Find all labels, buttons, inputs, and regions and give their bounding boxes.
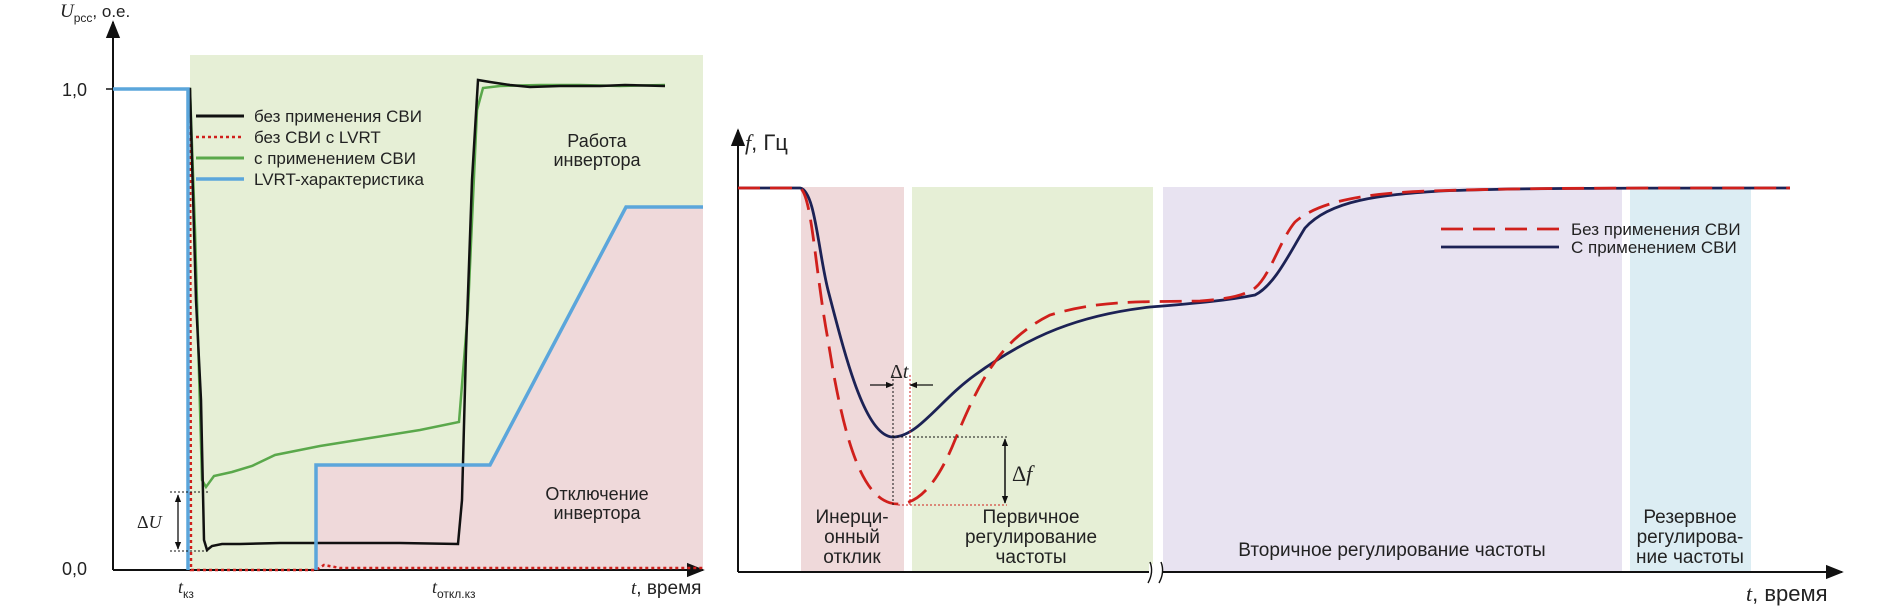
zone-label: регулирова- <box>1637 527 1744 548</box>
legend-item: С применением СВИ <box>1441 238 1737 257</box>
x-axis-label: t, время <box>1746 581 1828 606</box>
zone-label: регулирование <box>965 527 1097 548</box>
delta-u-label: ΔU <box>137 512 163 532</box>
axis-break <box>1149 564 1163 580</box>
zone-label: Вторичное регулирование частоты <box>1238 540 1545 561</box>
zone-secondary-regulation <box>1163 187 1622 572</box>
zone-label: Работа <box>567 131 627 151</box>
x-tick-label: tкз <box>178 577 194 601</box>
zone-label: инвертора <box>553 150 641 170</box>
delta-t-label: Δt <box>890 361 909 383</box>
x-axis-label: t, время <box>631 578 701 599</box>
zone-label: Первичное <box>982 507 1079 528</box>
zone-label: Инерци- <box>815 507 888 528</box>
zone-label: отклик <box>823 547 881 568</box>
y-axis-label: Uрсс, о.е. <box>60 1 130 25</box>
y-axis-label: f, Гц <box>745 130 788 155</box>
frequency-chart: f, Гц t, время Инерци- онный отклик Перв… <box>730 128 1844 606</box>
delta-f-label: Δf <box>1012 461 1035 486</box>
delta-f-annotation: Δf <box>893 436 1035 506</box>
legend-label: Без применения СВИ <box>1571 220 1741 239</box>
legend-label: с применением СВИ <box>254 149 416 168</box>
x-tick-label: tоткл.кз <box>432 577 476 601</box>
zone-label: ние частоты <box>1636 547 1744 568</box>
legend-item: LVRT-характеристика <box>196 170 425 189</box>
voltage-chart: Uрсс, о.е. 1,0 0,0 tкз tоткл.кз t, время… <box>60 1 705 601</box>
delta-t-annotation: Δt <box>870 361 933 505</box>
zone-label: Отключение <box>545 484 648 504</box>
delta-u-annotation: ΔU <box>137 491 210 552</box>
zone-label: Резервное <box>1643 507 1736 528</box>
legend-item: с применением СВИ <box>196 149 416 168</box>
legend-item: Без применения СВИ <box>1441 220 1741 239</box>
y-tick-label: 0,0 <box>62 559 87 579</box>
legend-label: С применением СВИ <box>1571 238 1737 257</box>
series-no-svi <box>113 78 666 553</box>
y-tick-label: 1,0 <box>62 80 87 100</box>
zone-primary-regulation <box>912 187 1153 572</box>
legend-item: без применения СВИ <box>196 107 422 126</box>
axis-break <box>1147 561 1164 584</box>
zone-inverter-disconnect <box>316 207 703 570</box>
legend-item: без СВИ с LVRT <box>196 128 381 147</box>
series-no-svi <box>738 186 1791 506</box>
zone-label: частоты <box>996 547 1067 568</box>
series-lvrt-no-svi <box>113 87 703 572</box>
legend-label: без применения СВИ <box>254 107 422 126</box>
legend: без применения СВИ без СВИ с LVRT с прим… <box>196 107 425 189</box>
zone-reserve-regulation <box>1630 187 1751 572</box>
legend-label: LVRT-характеристика <box>254 170 425 189</box>
zone-label: инвертора <box>553 503 641 523</box>
legend-label: без СВИ с LVRT <box>254 128 381 147</box>
series-lvrt-characteristic <box>113 87 703 570</box>
zone-label: онный <box>824 527 880 548</box>
legend: Без применения СВИ С применением СВИ <box>1441 220 1741 257</box>
